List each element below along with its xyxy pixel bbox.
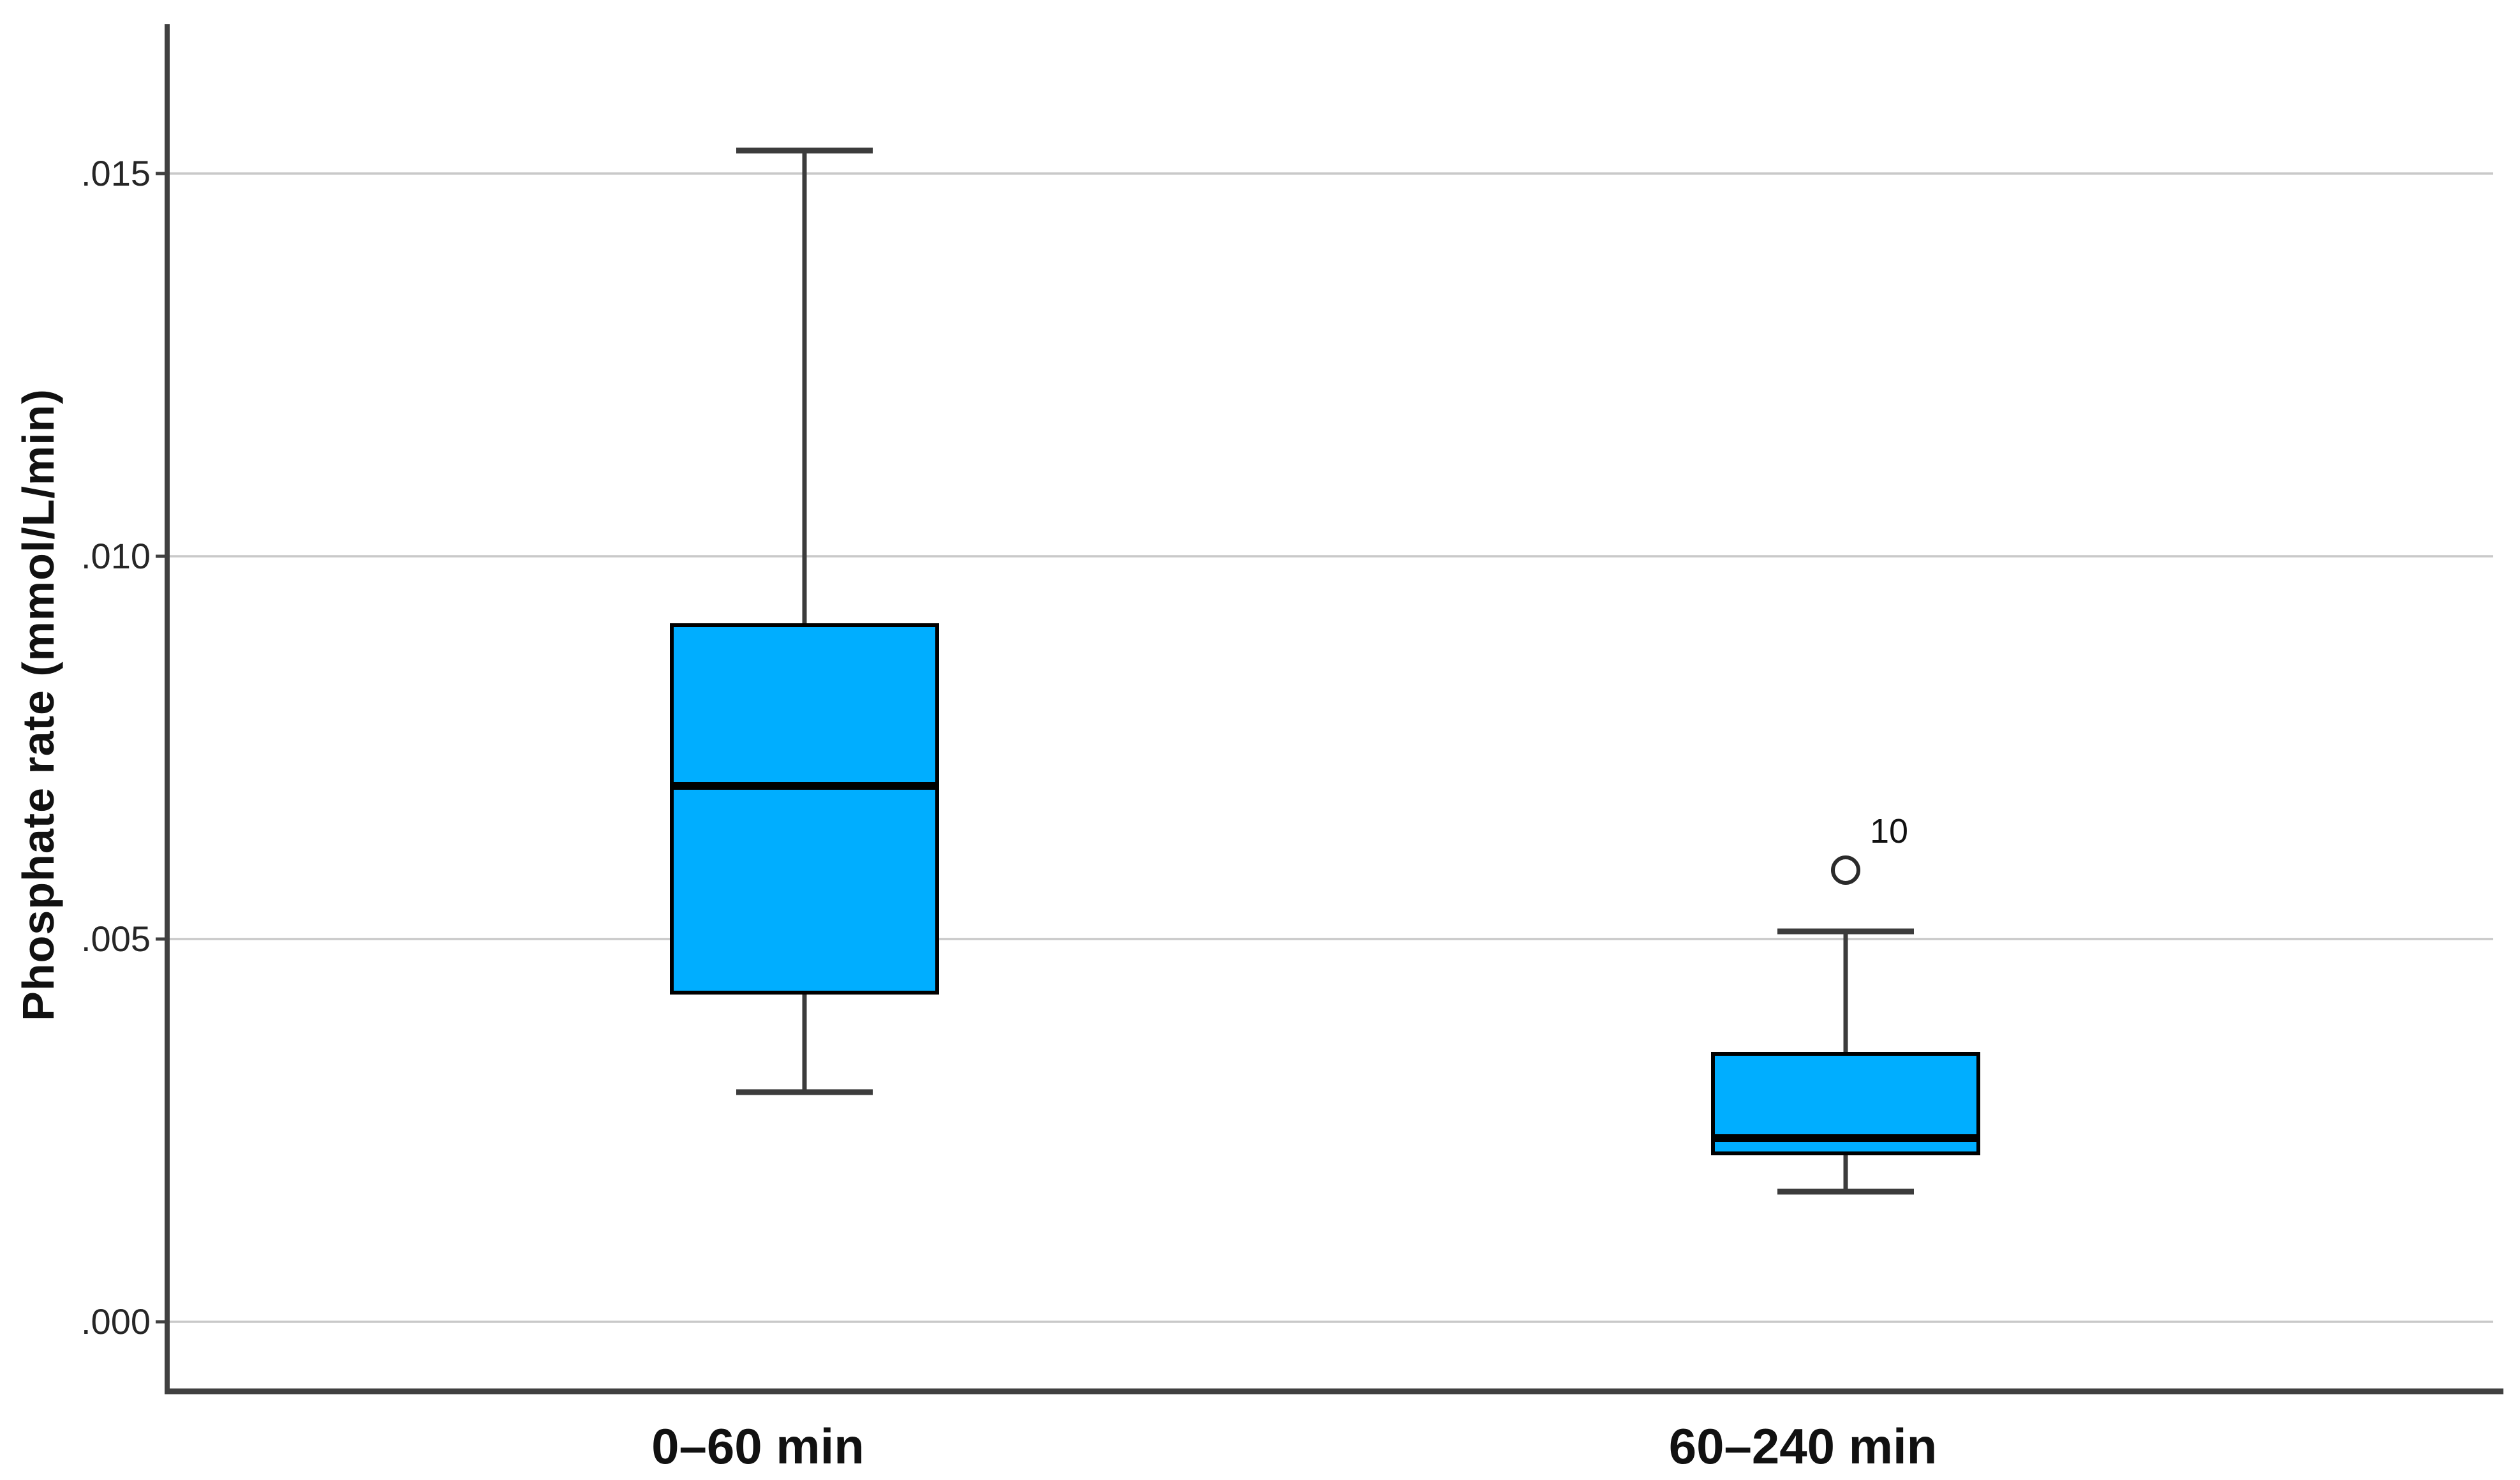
x-category-label: 60–240 min — [1668, 1418, 1938, 1474]
outlier-label: 10 — [1870, 812, 1909, 850]
iqr-box — [670, 623, 939, 995]
outlier-point — [1831, 855, 1860, 885]
y-tick-label: .005 — [81, 919, 151, 959]
y-tick-label: .010 — [81, 536, 151, 576]
y-tick-label: .000 — [81, 1301, 151, 1342]
y-tick-label: .015 — [81, 153, 151, 193]
x-category-label: 0–60 min — [651, 1418, 864, 1474]
